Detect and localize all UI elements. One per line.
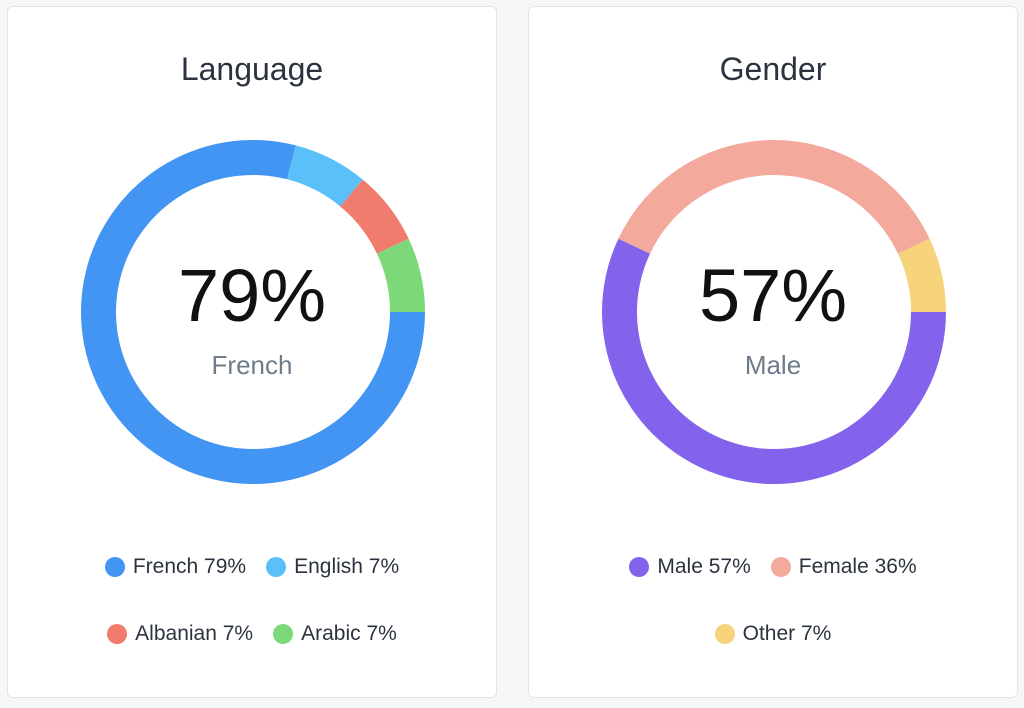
legend-dot-icon [770,557,791,577]
legend-dot-icon [273,624,294,644]
legend-label: Other 7% [742,622,832,645]
legend-label: English 7% [294,555,400,578]
legend-label: Male 57% [657,555,751,578]
legend-row: French 79% English 7% [8,553,496,581]
legend-label: French 79% [132,555,247,578]
legend-row: Albanian 7% Arabic 7% [8,620,496,648]
center-value: 79% [177,254,327,337]
center-label: Male [744,350,802,380]
gender-chart-card: Gender 57% Male Male 57% Female 36% Othe… [528,6,1018,698]
legend-item-female[interactable]: Female 36% [770,553,917,581]
donut-slice-albanian[interactable] [340,179,409,254]
legend-label: Albanian 7% [135,622,254,645]
legend-dot-icon [107,624,128,644]
legend-row: Other 7% [529,620,1017,648]
donut-slice-arabic[interactable] [376,238,425,312]
legend-row: Male 57% Female 36% [529,553,1017,581]
legend-item-albanian[interactable]: Albanian 7% [107,620,253,648]
donut-slice-male[interactable] [602,238,946,484]
legend-item-other[interactable]: Other 7% [714,620,832,648]
language-chart-card: Language 79% French French 79% English 7… [7,6,497,698]
legend-item-male[interactable]: Male 57% [629,553,751,581]
legend-label: Arabic 7% [301,622,397,645]
donut-slice-english[interactable] [287,145,363,207]
center-value: 57% [698,254,848,337]
legend-dot-icon [266,557,287,577]
legend-dot-icon [104,557,125,577]
gender-donut-chart [602,140,946,484]
legend-dot-icon [714,624,735,644]
chart-title: Language [180,51,324,87]
center-label: French [211,350,293,380]
legend-label: Female 36% [798,555,917,578]
legend-dot-icon [629,557,650,577]
language-donut-chart [81,140,426,485]
donut-slice-other[interactable] [897,238,946,312]
legend-item-arabic[interactable]: Arabic 7% [273,620,397,648]
donut-slice-female[interactable] [618,140,930,254]
chart-title: Gender [719,51,827,87]
legend-item-english[interactable]: English 7% [266,553,399,581]
legend-item-french[interactable]: French 79% [104,553,247,581]
